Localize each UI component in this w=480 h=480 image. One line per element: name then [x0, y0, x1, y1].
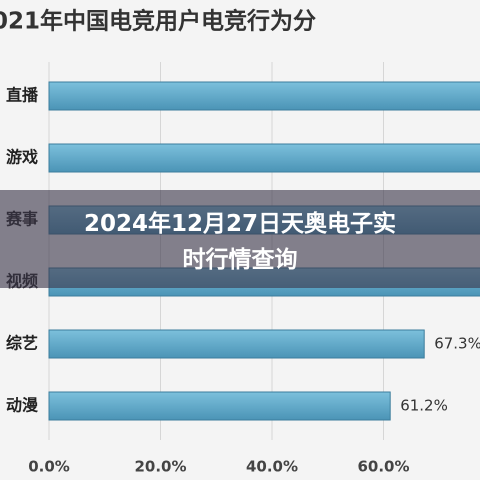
- data-label: 61.2%: [400, 397, 448, 415]
- y-tick-label: 综艺: [6, 334, 38, 353]
- x-tick-label: 40.0%: [246, 458, 298, 476]
- y-tick-label: 直播: [6, 86, 39, 105]
- bar: [48, 391, 391, 421]
- chart-title: 021年中国电竞用户电竞行为分: [0, 8, 316, 35]
- overlay-banner: 2024年12月27日天奥电子实 时行情查询: [0, 190, 480, 288]
- y-tick-label: 动漫: [6, 396, 38, 415]
- data-label: 67.3%: [434, 335, 480, 353]
- overlay-line: 2024年12月27日天奥电子实: [83, 211, 397, 237]
- x-tick-label: 20.0%: [134, 458, 186, 476]
- y-tick-label: 游戏: [6, 148, 38, 167]
- overlay-line: 时行情查询: [182, 247, 298, 273]
- bar: [48, 329, 425, 359]
- bar: [48, 81, 480, 111]
- x-tick-label: 0.0%: [28, 458, 70, 476]
- bar: [48, 143, 480, 173]
- x-tick-label: 60.0%: [357, 458, 409, 476]
